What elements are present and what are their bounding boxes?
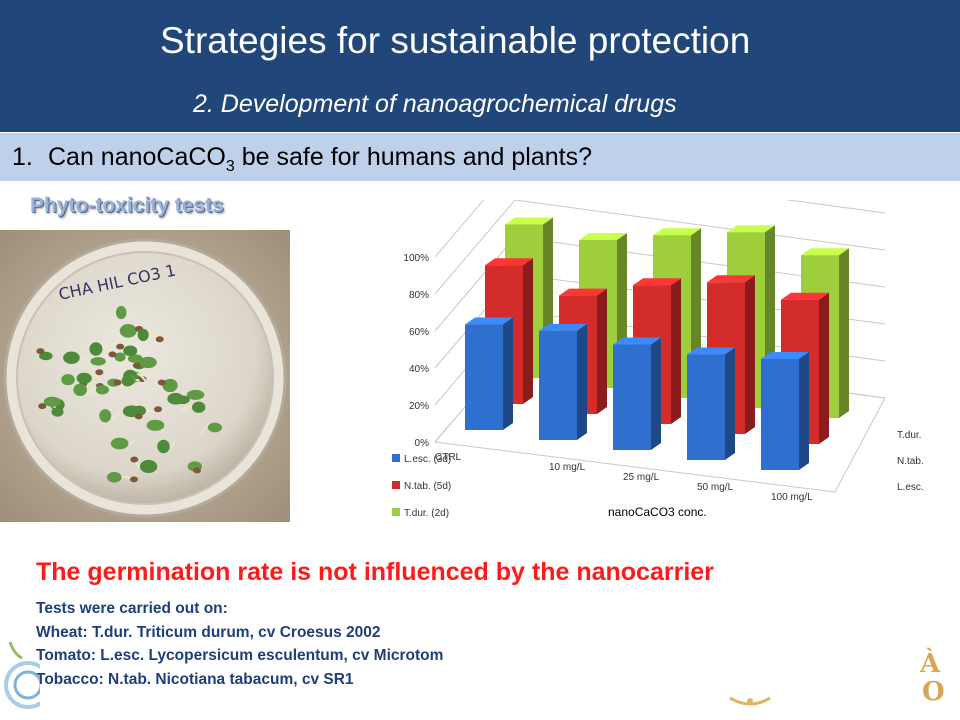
chart-bar-top bbox=[505, 217, 553, 225]
chart-bars bbox=[465, 217, 849, 470]
chart-bar-top bbox=[761, 352, 809, 359]
test-item-tobacco: Tobacco: N.tab. Nicotiana tabacum, cv SR… bbox=[36, 670, 354, 688]
chart-y-tick-label: 0% bbox=[415, 438, 430, 449]
chart-bar-side bbox=[503, 317, 513, 430]
chart-bar-top bbox=[559, 288, 607, 296]
chart-bar-side bbox=[819, 292, 829, 444]
chart-bar-side bbox=[725, 347, 735, 460]
chart-depth-label: T.dur. (2d) bbox=[897, 430, 925, 441]
chart-gridline bbox=[434, 200, 886, 258]
chart-bar bbox=[613, 337, 661, 450]
chart-bar-front bbox=[465, 324, 503, 430]
chart-category-label: 25 mg/L bbox=[623, 472, 660, 483]
chart-bar-top bbox=[727, 225, 775, 233]
section-label: Phyto-toxicity tests bbox=[30, 194, 224, 217]
chart-bar-side bbox=[523, 258, 533, 404]
chart-legend-swatch bbox=[392, 481, 400, 489]
chart-bar-top bbox=[579, 233, 627, 240]
chart-bar-side bbox=[745, 275, 755, 434]
chart-category-label: 10 mg/L bbox=[549, 462, 586, 473]
chart-bar-top bbox=[781, 292, 829, 300]
petri-dish-photo: CHA HIL CO3 1 bbox=[0, 230, 290, 522]
chart-bar-top bbox=[633, 278, 681, 286]
chart-bar-top bbox=[801, 248, 849, 256]
chart-legend-swatch bbox=[392, 508, 400, 516]
test-item-tomato: Tomato: L.esc. Lycopersicum esculentum, … bbox=[36, 647, 444, 664]
chart-legend-label: L.esc. (3d) bbox=[404, 454, 451, 465]
chart-y-tick-label: 40% bbox=[409, 364, 429, 375]
chart-bar bbox=[687, 347, 735, 460]
chart-bar-front bbox=[613, 344, 651, 450]
seedlings bbox=[36, 305, 223, 483]
chart-depth-labels: T.dur. (2d) N.tab. (5d) L.esc. (3d) bbox=[897, 430, 925, 493]
chart-category-labels: CTRL 10 mg/L 25 mg/L 50 mg/L 100 mg/L bbox=[435, 452, 813, 503]
svg-text:À: À bbox=[919, 647, 941, 679]
header-bar bbox=[0, 0, 960, 132]
chart-legend-swatch bbox=[392, 454, 400, 462]
tests-list: Tests were carried out on: Wheat: T.dur.… bbox=[36, 597, 443, 691]
chart-y-tick-label: 60% bbox=[409, 327, 429, 338]
chart-bar-front bbox=[539, 330, 577, 440]
question-bar bbox=[0, 133, 960, 181]
test-item-wheat: Wheat: T.dur. Triticum durum, cv Croesus… bbox=[36, 623, 381, 641]
chart-category-label: CTRL bbox=[435, 452, 462, 463]
chart-y-tick-label: 20% bbox=[409, 401, 429, 412]
chart-bar bbox=[761, 352, 809, 470]
conclusion-text: The germination rate is not influenced b… bbox=[36, 558, 714, 586]
svg-text:O: O bbox=[922, 677, 945, 707]
germination-chart: 0% 20% 40% 60% 80% 100% CTRL 10 mg/L 25 mg/L 50 m… bbox=[392, 200, 925, 519]
chart-bar-side bbox=[671, 278, 681, 424]
chart-y-tick-label: 80% bbox=[409, 290, 429, 301]
chart-bar-top bbox=[653, 228, 701, 236]
slide-title: Strategies for sustainable protection bbox=[160, 20, 751, 61]
chart-bar bbox=[465, 317, 513, 430]
left-logo-fragment bbox=[4, 641, 40, 709]
chart-legend: L.esc. (3d) N.tab. (5d) T.dur. (2d) bbox=[392, 454, 451, 519]
chart-bar-side bbox=[597, 288, 607, 414]
chart-bar-side bbox=[651, 337, 661, 450]
chart-y-tick-label: 100% bbox=[403, 253, 429, 264]
slide-subtitle: 2. Development of nanoagrochemical drugs bbox=[193, 90, 677, 118]
question-number: 1. bbox=[12, 143, 33, 171]
chart-bar-side bbox=[799, 352, 809, 470]
chart-bar-top bbox=[613, 337, 661, 345]
chart-depth-label: N.tab. (5d) bbox=[897, 456, 925, 467]
chart-category-label: 50 mg/L bbox=[697, 482, 734, 493]
chart-y-ticks: 0% 20% 40% 60% 80% 100% bbox=[403, 253, 429, 449]
question-text-before: Can nanoCaCO bbox=[48, 143, 226, 171]
question-text: 1. Can nanoCaCO3 be safe for humans and p… bbox=[12, 143, 592, 176]
chart-category-label: 100 mg/L bbox=[771, 492, 813, 503]
chart-bar-front bbox=[761, 359, 799, 470]
chart-bar bbox=[539, 323, 587, 440]
question-text-after: be safe for humans and plants? bbox=[234, 143, 592, 171]
chart-legend-label: N.tab. (5d) bbox=[404, 481, 451, 492]
chart-legend-label: T.dur. (2d) bbox=[404, 508, 449, 519]
right-logo-fragment: À O bbox=[919, 647, 945, 707]
chart-bar-top bbox=[687, 347, 735, 355]
chart-bar-top bbox=[465, 317, 513, 325]
chart-bar-side bbox=[839, 248, 849, 418]
chart-x-axis-label: nanoCaCO3 conc. bbox=[608, 505, 707, 519]
chart-depth-label: L.esc. (3d) bbox=[897, 482, 925, 493]
chart-bar-side bbox=[577, 323, 587, 440]
chart-bar-top bbox=[485, 258, 533, 266]
chart-bar-front bbox=[687, 354, 725, 460]
chart-bar-top bbox=[707, 275, 755, 283]
tests-intro: Tests were carried out on: bbox=[36, 600, 228, 617]
question-subscript: 3 bbox=[225, 158, 235, 175]
bottom-logo-fragment bbox=[729, 696, 771, 706]
chart-bar-top bbox=[539, 323, 587, 331]
